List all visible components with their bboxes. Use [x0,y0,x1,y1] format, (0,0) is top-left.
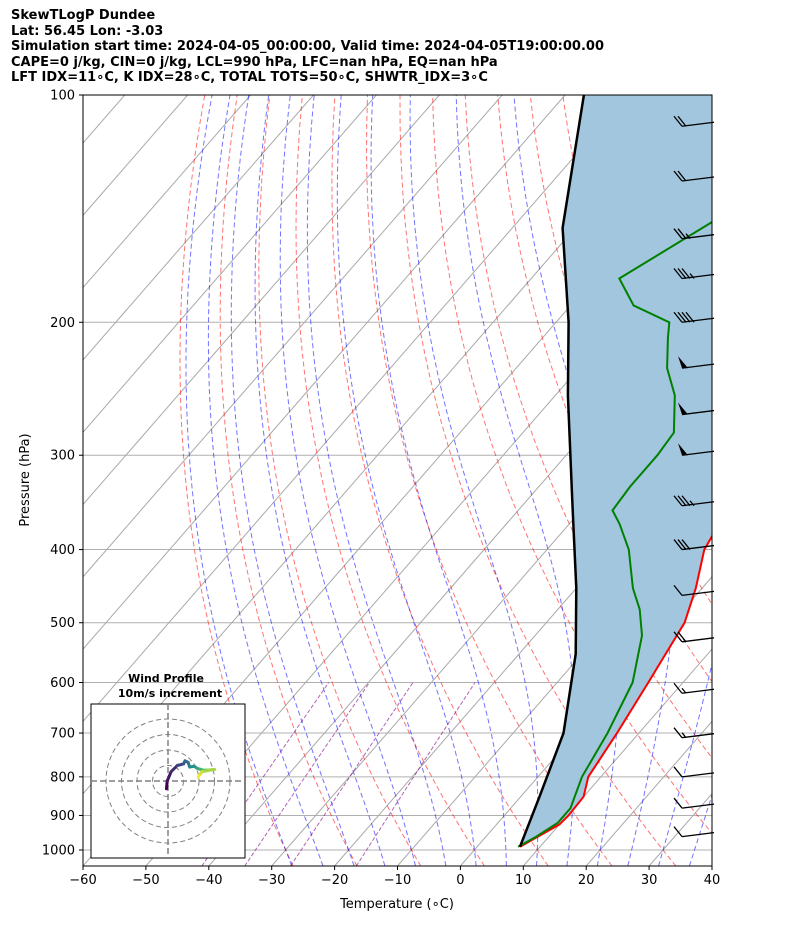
moist-adiabat [230,95,355,866]
hodograph-segment [165,770,173,783]
mixing-ratio-line [244,682,370,866]
isotherm--40 [208,286,712,866]
dry-adiabat [758,95,794,866]
wind-barb [678,443,715,456]
wind-barb [673,631,715,643]
wind-barb [678,356,715,369]
wind-barb [673,584,715,597]
moist-adiabat [254,95,386,866]
wind-barb [673,682,715,694]
cape-shading [520,95,712,847]
y-tick-label: 600 [50,676,75,691]
x-tick-label: 40 [704,873,721,888]
y-tick-label: 100 [50,89,75,104]
isotherm-10 [522,648,712,866]
y-tick-label: 400 [50,543,75,558]
isotherm-20 [585,720,712,866]
wind-barb [673,539,715,551]
x-tick-label: −20 [321,873,348,888]
dry-adiabat [331,95,549,866]
wind-barb [673,826,715,838]
header-title: SkewTLogP Dundee [11,8,156,23]
dry-adiabat [179,95,294,866]
dry-adiabat [726,95,794,866]
moist-adiabat [658,95,712,866]
dry-adiabat [497,95,712,683]
wind-barb [673,311,715,323]
wind-barb [673,727,715,739]
x-tick-label: 30 [641,873,658,888]
x-tick-label: 20 [578,873,595,888]
isotherm-40 [711,865,712,866]
y-tick-label: 300 [50,449,75,464]
y-tick-label: 200 [50,316,75,331]
hodograph-segment [200,767,216,774]
y-tick-label: 1000 [42,844,75,859]
dry-adiabat [219,95,358,866]
isotherm--140 [83,95,251,289]
x-tick-label: −50 [132,873,159,888]
isotherm--120 [83,95,377,433]
wind-barbs [673,115,715,838]
parcel-line [518,95,586,848]
dry-adiabat [258,95,422,866]
x-tick-label: −30 [258,873,285,888]
y-tick-label: 800 [50,770,75,785]
moist-adiabat [207,95,324,866]
wind-barb [673,797,715,809]
wind-barb [673,228,715,240]
moist-adiabat [185,95,293,866]
profiles [517,95,712,848]
isotherm--10 [397,503,712,866]
hodograph-title: Wind Profile [128,672,204,685]
isotherm--110 [83,95,440,506]
wind-barb [673,268,715,280]
moist-adiabat [688,793,712,866]
moist-adiabat [370,95,507,866]
cape-shaded-area [520,95,712,847]
x-tick-label: 0 [456,873,464,888]
hodograph-segment [196,774,201,779]
wind-barb [673,170,715,182]
y-tick-label: 500 [50,616,75,631]
wind-barb [673,115,715,127]
wind-barb [678,402,715,416]
dry-adiabat [295,95,485,866]
mixing-ratio-line [290,682,414,866]
axes: −60 −50 −40 −30 −20 −10 0 10 20 30 40 100 200 300 400 5… [42,89,720,889]
moist-adiabat [336,95,477,866]
moist-adiabat [720,95,794,866]
dewpoint-line [517,220,712,848]
isotherm--80 [83,95,629,723]
isotherm--130 [83,95,314,361]
mixing-ratio-line [355,682,476,866]
temperature-line [519,534,712,848]
x-tick-label: −60 [69,873,96,888]
dry-adiabat [399,95,677,866]
wind-barb [673,495,715,507]
mixing-ratio-line [201,682,330,866]
y-tick-label: 700 [50,727,75,742]
moist-adiabat [409,95,539,866]
x-axis-label: Temperature (∘C) [339,897,454,912]
chart-header: SkewTLogP Dundee Lat: 56.45 Lon: -3.03 S… [11,8,604,86]
header-indices-1: CAPE=0 j/kg, CIN=0 j/kg, LCL=990 hPa, LF… [11,54,498,70]
isotherm--90 [83,95,566,650]
isotherm--100 [83,95,503,578]
hodograph-inset: Wind Profile 10m/s increment [90,672,246,859]
y-axis-label: Pressure (hPa) [18,433,33,526]
wind-barb [673,766,715,778]
y-tick-label: 900 [50,809,75,824]
dry-adiabat [366,95,613,866]
moist-adiabat [306,95,447,866]
hodograph-subtitle: 10m/s increment [118,687,222,700]
x-tick-label: −10 [384,873,411,888]
x-tick-label: −40 [195,873,222,888]
header-times: Simulation start time: 2024-04-05_00:00:… [11,39,604,55]
moist-adiabat [279,95,416,866]
header-location: Lat: 56.45 Lon: -3.03 [11,23,164,39]
x-tick-label: 10 [515,873,532,888]
header-indices-2: LFT IDX=11∘C, K IDX=28∘C, TOTAL TOTS=50∘… [11,70,488,86]
